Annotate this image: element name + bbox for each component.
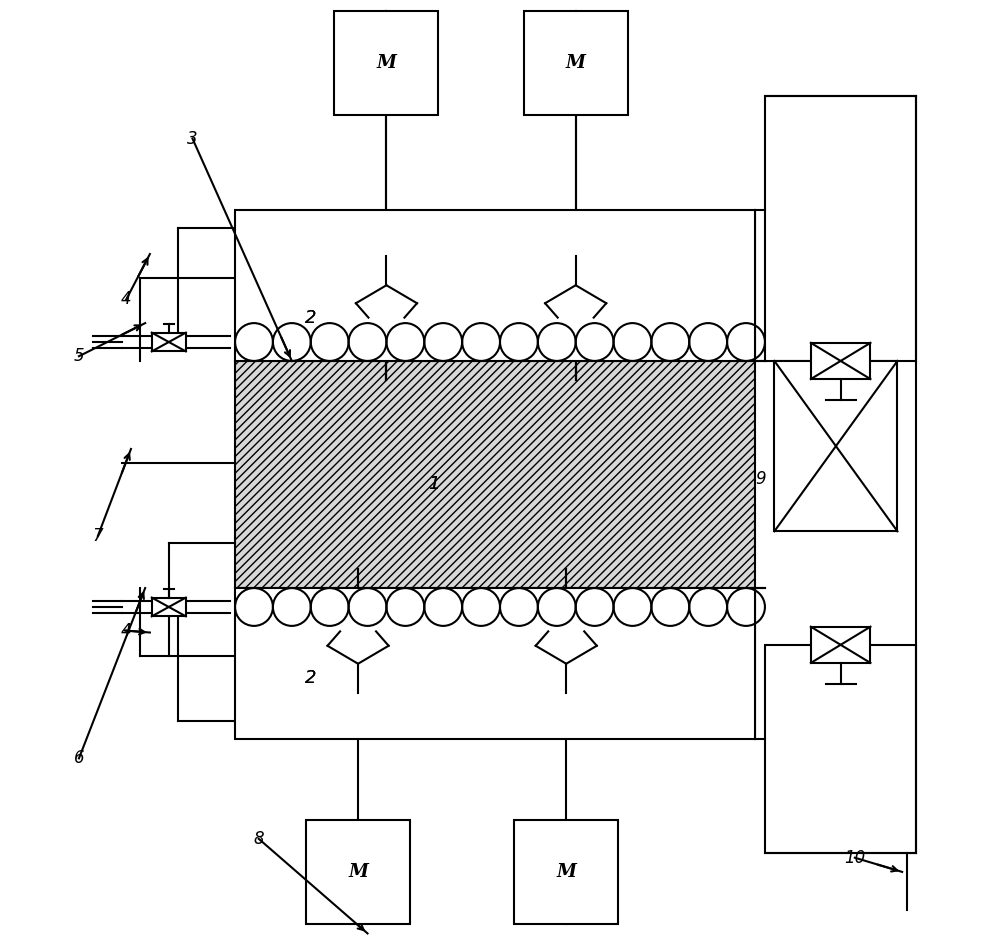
Bar — [306, 820, 410, 924]
Text: 9: 9 — [755, 471, 766, 488]
Text: 1: 1 — [428, 474, 440, 493]
Bar — [765, 96, 916, 361]
Text: 2: 2 — [305, 669, 317, 687]
Bar — [811, 343, 870, 379]
Text: 3: 3 — [187, 130, 198, 148]
Text: 5: 5 — [74, 347, 84, 365]
Bar — [765, 644, 916, 853]
Bar — [514, 820, 618, 924]
Text: 2: 2 — [305, 309, 317, 327]
Text: M: M — [566, 54, 586, 72]
Text: 10: 10 — [844, 848, 865, 866]
Bar — [152, 598, 186, 616]
Bar — [235, 361, 755, 588]
Bar — [235, 210, 755, 361]
Text: 2: 2 — [305, 309, 317, 327]
Text: 2: 2 — [305, 669, 317, 687]
Bar — [152, 333, 186, 351]
Text: M: M — [377, 54, 396, 72]
Bar — [811, 626, 870, 663]
Text: M: M — [556, 863, 576, 881]
Bar — [235, 588, 755, 739]
Text: 1: 1 — [428, 474, 440, 493]
Bar — [334, 10, 438, 115]
Text: 7: 7 — [93, 527, 103, 545]
Text: 4: 4 — [121, 290, 132, 308]
Text: 4: 4 — [121, 622, 132, 640]
Text: M: M — [348, 863, 368, 881]
Bar — [774, 361, 897, 531]
Text: 8: 8 — [253, 829, 264, 847]
Bar — [524, 10, 628, 115]
Text: 6: 6 — [74, 750, 84, 768]
